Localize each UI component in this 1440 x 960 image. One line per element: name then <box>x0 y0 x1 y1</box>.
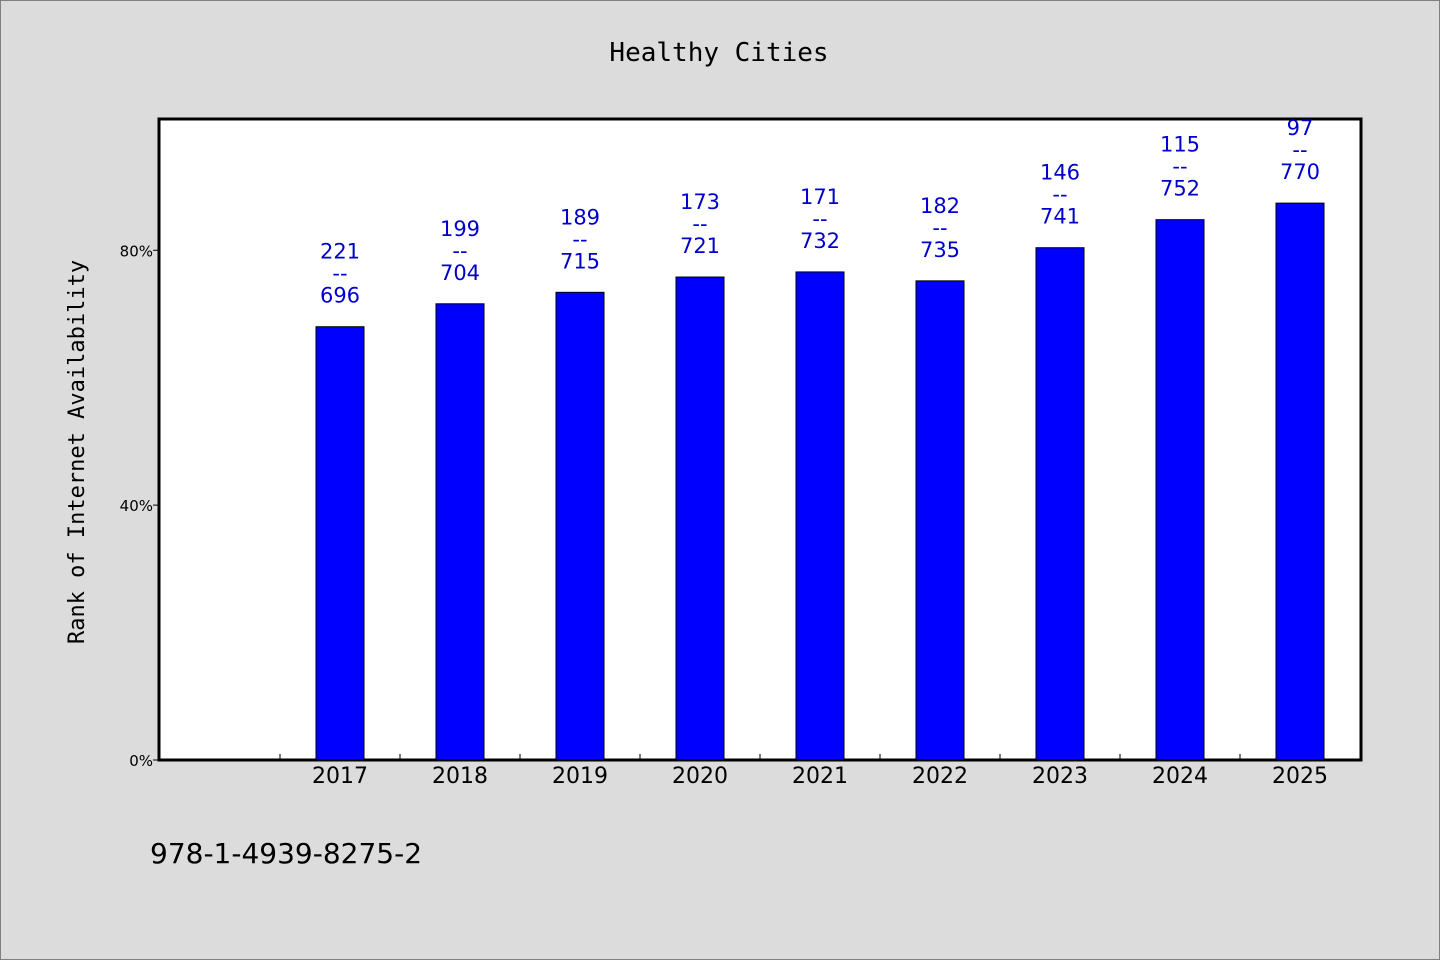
x-tick-label: 2017 <box>312 764 368 789</box>
y-tick-label: 40% <box>120 497 153 515</box>
bar-data-label-line: 732 <box>800 229 840 253</box>
x-tick-label: 2021 <box>792 764 848 789</box>
bar-data-label-line: 182 <box>920 194 960 218</box>
bar-data-label: 173 --721 <box>680 190 720 258</box>
bar-data-label-line: -- <box>572 227 587 251</box>
y-tick-label: 0% <box>129 752 153 770</box>
bar-data-label-line: 199 <box>440 217 480 241</box>
bar <box>795 271 845 761</box>
bar <box>1035 247 1085 761</box>
x-tick-label: 2019 <box>552 764 608 789</box>
bar-data-label-line: 115 <box>1160 133 1200 157</box>
bar-data-label-line: 189 <box>560 205 600 229</box>
bar-data-label: 146 --741 <box>1040 161 1080 229</box>
bar-data-label-line: 721 <box>680 234 720 258</box>
bar-data-label: 171 --732 <box>800 185 840 253</box>
bar-data-label-line: -- <box>1172 155 1187 179</box>
footer-isbn: 978-1-4939-8275-2 <box>150 837 422 870</box>
bar-data-label-line: -- <box>1292 138 1307 162</box>
bar-data-label: 189 --715 <box>560 205 600 273</box>
y-axis-ticks: 0% 40% 80% <box>120 242 159 770</box>
bar-data-label-line: -- <box>452 239 467 263</box>
bar-data-label-line: 146 <box>1040 161 1080 185</box>
bar-data-label-line: 173 <box>680 190 720 214</box>
bar-data-label-line: -- <box>1052 183 1067 207</box>
bar-data-label-line: 704 <box>440 261 480 285</box>
bar <box>315 326 365 761</box>
bar-data-label-line: 735 <box>920 238 960 262</box>
bar-data-label: 221 --696 <box>320 240 360 308</box>
x-tick-label: 2020 <box>672 764 728 789</box>
x-tick-label: 2023 <box>1032 764 1088 789</box>
bar-data-label-line: -- <box>932 216 947 240</box>
bar-data-label: 182 --735 <box>920 194 960 262</box>
bar-data-label: 115 --752 <box>1160 133 1200 201</box>
bar-data-label-line: -- <box>332 262 347 286</box>
bar <box>915 280 965 761</box>
x-axis-ticks: 2017 2018 2019 2020 2021 2022 2023 2024 2025 <box>279 754 1328 789</box>
bar-data-label: 97 --770 <box>1280 116 1320 184</box>
chart-title: Healthy Cities <box>609 38 828 68</box>
bar <box>1155 219 1205 761</box>
bar-data-label-line: 221 <box>320 240 360 264</box>
y-tick-label: 80% <box>120 242 153 260</box>
bar-data-label-line: 741 <box>1040 205 1080 229</box>
bar-data-label-line: 770 <box>1280 160 1320 184</box>
x-tick-label: 2018 <box>432 764 488 789</box>
y-axis-label: Rank of Internet Availability <box>65 260 90 644</box>
x-tick-label: 2024 <box>1152 764 1208 789</box>
bar <box>675 276 725 761</box>
bar <box>435 303 485 761</box>
bar <box>555 291 605 761</box>
bar <box>1275 202 1325 761</box>
x-tick-label: 2022 <box>912 764 968 789</box>
bar-data-label-line: -- <box>692 212 707 236</box>
bar-data-label-line: 171 <box>800 185 840 209</box>
x-tick-label: 2025 <box>1272 764 1328 789</box>
bar-data-label: 199 --704 <box>440 217 480 285</box>
bar-data-label-line: 715 <box>560 249 600 273</box>
bar-data-label-line: 696 <box>320 284 360 308</box>
bar-data-label-line: 97 <box>1287 116 1314 140</box>
bar-series <box>315 202 1325 761</box>
bar-data-label-line: 752 <box>1160 177 1200 201</box>
bar-data-label-line: -- <box>812 207 827 231</box>
